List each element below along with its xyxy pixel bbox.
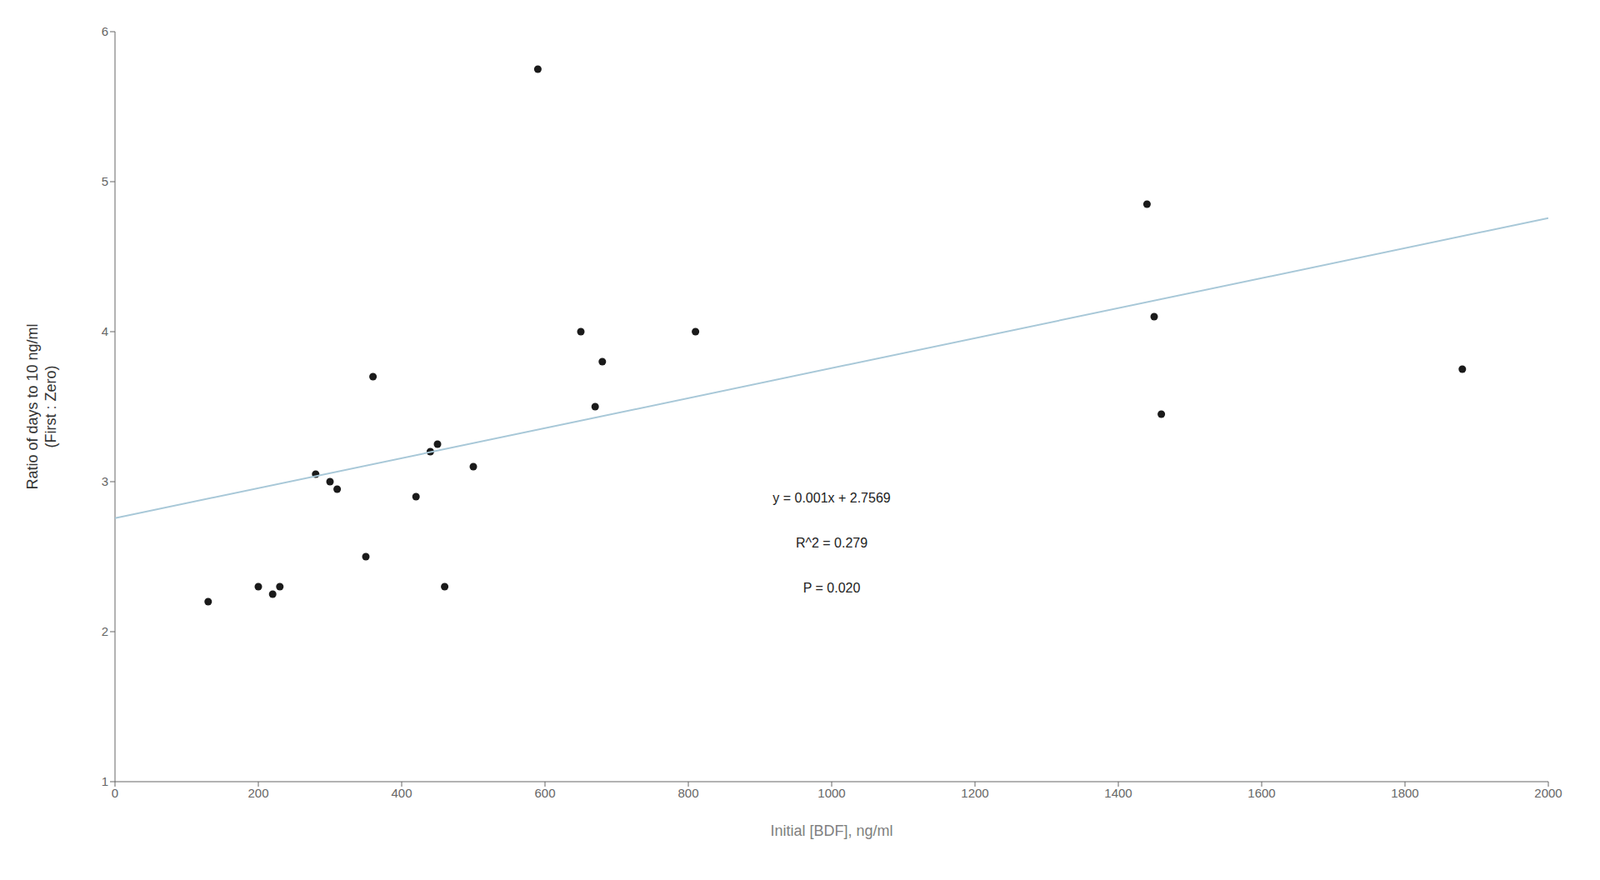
svg-text:0: 0 <box>111 785 119 800</box>
svg-text:200: 200 <box>247 785 269 800</box>
svg-text:y = 0.001x + 2.7569: y = 0.001x + 2.7569 <box>772 490 891 505</box>
svg-text:P = 0.020: P = 0.020 <box>803 580 861 595</box>
svg-text:5: 5 <box>101 174 109 189</box>
svg-text:3: 3 <box>101 474 109 489</box>
svg-text:600: 600 <box>534 785 555 800</box>
svg-text:6: 6 <box>101 24 109 39</box>
svg-text:1: 1 <box>101 774 109 789</box>
svg-text:1200: 1200 <box>960 785 989 800</box>
svg-text:1000: 1000 <box>817 785 845 800</box>
svg-text:400: 400 <box>390 785 412 800</box>
svg-text:1600: 1600 <box>1247 785 1275 800</box>
svg-text:1400: 1400 <box>1104 785 1132 800</box>
svg-text:800: 800 <box>677 785 699 800</box>
svg-text:Initial [BDF], ng/ml: Initial [BDF], ng/ml <box>770 822 893 840</box>
svg-text:2000: 2000 <box>1534 785 1562 800</box>
svg-text:R^2 = 0.279: R^2 = 0.279 <box>795 535 868 550</box>
svg-text:2: 2 <box>101 624 109 639</box>
svg-text:Ratio of days to 10 ng/ml(Firs: Ratio of days to 10 ng/ml(First : Zero) <box>24 323 60 490</box>
svg-text:4: 4 <box>101 324 109 339</box>
svg-text:1800: 1800 <box>1390 785 1419 800</box>
